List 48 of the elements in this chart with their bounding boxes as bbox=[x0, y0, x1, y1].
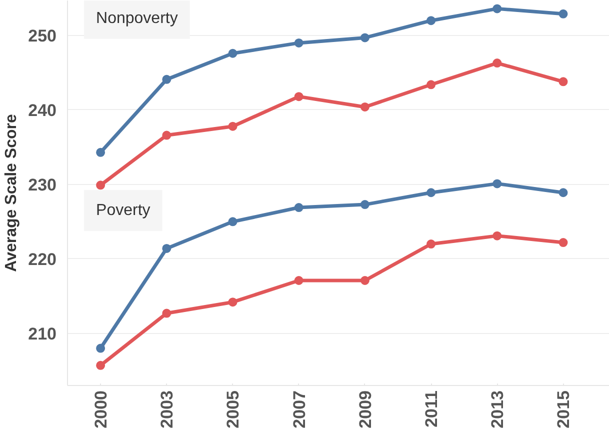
y-tick-label: 220 bbox=[28, 250, 57, 269]
point bbox=[228, 298, 238, 307]
x-tick-label: 2011 bbox=[422, 390, 442, 428]
point bbox=[426, 16, 436, 26]
point bbox=[558, 9, 568, 18]
point bbox=[360, 276, 370, 285]
x-tick-label: 2005 bbox=[224, 390, 243, 428]
point bbox=[162, 130, 172, 140]
annotation: Poverty bbox=[96, 202, 150, 219]
point bbox=[228, 217, 238, 226]
point bbox=[228, 48, 238, 58]
point bbox=[426, 80, 436, 90]
point bbox=[426, 240, 436, 249]
point bbox=[558, 188, 568, 198]
point bbox=[360, 102, 370, 112]
x-tick-label: 2007 bbox=[290, 390, 309, 428]
point bbox=[492, 231, 502, 240]
point bbox=[558, 238, 568, 248]
y-tick-label: 210 bbox=[28, 324, 57, 344]
x-tick-label: 2000 bbox=[92, 390, 111, 428]
point bbox=[360, 200, 370, 210]
point bbox=[294, 38, 304, 48]
point bbox=[96, 148, 106, 157]
point bbox=[294, 276, 304, 285]
point bbox=[96, 180, 106, 190]
y-tick-label: 250 bbox=[28, 26, 57, 46]
x-tick-label: 2013 bbox=[488, 390, 508, 428]
y-axis-title: Average Scale Score bbox=[3, 114, 20, 272]
point bbox=[426, 188, 436, 198]
point bbox=[96, 344, 106, 353]
x-tick-label: 2009 bbox=[356, 390, 375, 428]
y-tick-label: 240 bbox=[28, 100, 57, 120]
point bbox=[294, 92, 304, 102]
annotation: Nonpoverty bbox=[96, 10, 178, 27]
point bbox=[162, 74, 172, 84]
point bbox=[360, 33, 370, 42]
point bbox=[294, 203, 304, 212]
x-tick-label: 2015 bbox=[554, 390, 574, 428]
point bbox=[162, 308, 172, 318]
y-tick-label: 230 bbox=[28, 175, 57, 194]
point bbox=[492, 179, 502, 188]
point bbox=[162, 244, 172, 253]
point bbox=[558, 77, 568, 86]
point bbox=[228, 122, 238, 131]
point bbox=[96, 360, 106, 370]
x-tick-label: 2003 bbox=[158, 390, 177, 428]
point bbox=[492, 58, 502, 68]
point bbox=[492, 4, 502, 14]
